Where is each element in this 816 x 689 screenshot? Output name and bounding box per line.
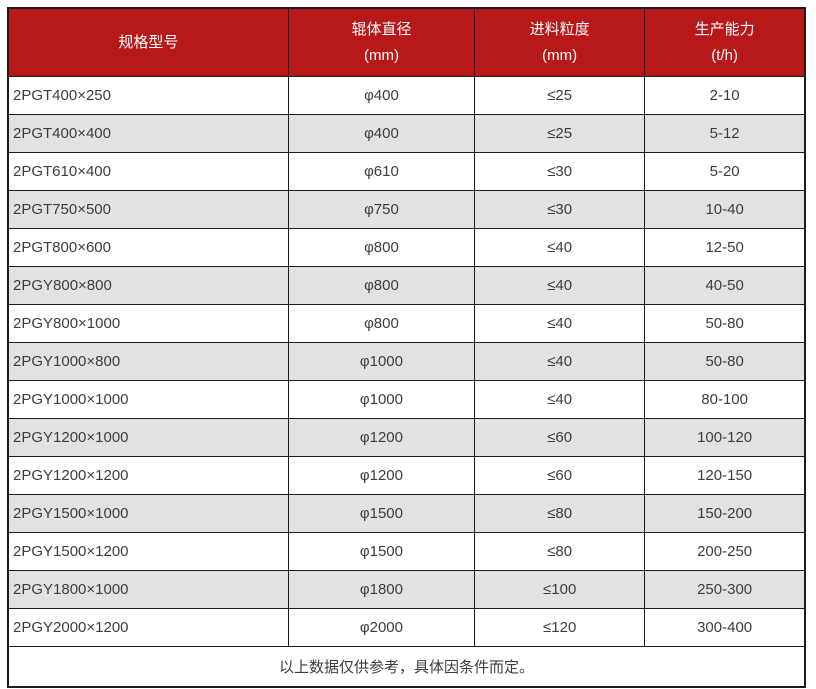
model-cell: 2PGT400×400 bbox=[7, 114, 289, 153]
model-cell: 2PGY1200×1200 bbox=[7, 456, 289, 495]
capacity-cell: 10-40 bbox=[644, 190, 806, 229]
model-cell: 2PGT750×500 bbox=[7, 190, 289, 229]
table-row: 2PGY1500×1000 φ1500 ≤80 150-200 bbox=[7, 494, 806, 533]
capacity-cell: 80-100 bbox=[644, 380, 806, 419]
roller-diameter-cell: φ800 bbox=[287, 304, 476, 343]
spec-table-body: 2PGT400×250 φ400 ≤25 2-10 2PGT400×400 φ400 ≤25… bbox=[7, 76, 806, 647]
table-row: 2PGY1000×1000 φ1000 ≤40 80-100 bbox=[7, 380, 806, 419]
table-row: 2PGY1000×800 φ1000 ≤40 50-80 bbox=[7, 342, 806, 381]
feed-size-cell: ≤60 bbox=[474, 418, 646, 457]
feed-size-cell: ≤40 bbox=[474, 342, 646, 381]
capacity-cell: 120-150 bbox=[644, 456, 806, 495]
roller-diameter-cell: φ800 bbox=[287, 228, 476, 267]
capacity-cell: 200-250 bbox=[644, 532, 806, 571]
spec-table: 规格型号 辊体直径 (mm) 进料粒度 (mm) 生产能力 (t/h) 2PGT400… bbox=[7, 7, 806, 688]
table-row: 2PGY800×1000 φ800 ≤40 50-80 bbox=[7, 304, 806, 343]
feed-size-cell: ≤25 bbox=[474, 76, 646, 115]
roller-diameter-cell: φ1000 bbox=[287, 380, 476, 419]
model-cell: 2PGY800×1000 bbox=[7, 304, 289, 343]
roller-diameter-cell: φ1800 bbox=[287, 570, 476, 609]
table-row: 2PGT610×400 φ610 ≤30 5-20 bbox=[7, 152, 806, 191]
roller-diameter-cell: φ1500 bbox=[287, 494, 476, 533]
header-capacity-unit: (t/h) bbox=[711, 46, 738, 64]
roller-diameter-cell: φ800 bbox=[287, 266, 476, 305]
model-cell: 2PGY1800×1000 bbox=[7, 570, 289, 609]
roller-diameter-cell: φ400 bbox=[287, 114, 476, 153]
table-row: 2PGY1800×1000 φ1800 ≤100 250-300 bbox=[7, 570, 806, 609]
footnote-row: 以上数据仅供参考，具体因条件而定。 bbox=[7, 646, 806, 688]
roller-diameter-cell: φ1200 bbox=[287, 456, 476, 495]
footnote-text: 以上数据仅供参考，具体因条件而定。 bbox=[7, 646, 806, 688]
table-row: 2PGY1200×1200 φ1200 ≤60 120-150 bbox=[7, 456, 806, 495]
feed-size-cell: ≤30 bbox=[474, 152, 646, 191]
header-roller-diameter: 辊体直径 (mm) bbox=[287, 7, 476, 77]
spec-table-header: 规格型号 辊体直径 (mm) 进料粒度 (mm) 生产能力 (t/h) bbox=[7, 7, 806, 77]
table-row: 2PGT400×400 φ400 ≤25 5-12 bbox=[7, 114, 806, 153]
feed-size-cell: ≤40 bbox=[474, 304, 646, 343]
roller-diameter-cell: φ2000 bbox=[287, 608, 476, 647]
capacity-cell: 2-10 bbox=[644, 76, 806, 115]
header-feed-size-unit: (mm) bbox=[542, 46, 578, 64]
model-cell: 2PGY1500×1200 bbox=[7, 532, 289, 571]
feed-size-cell: ≤80 bbox=[474, 532, 646, 571]
feed-size-cell: ≤100 bbox=[474, 570, 646, 609]
feed-size-cell: ≤30 bbox=[474, 190, 646, 229]
capacity-cell: 5-20 bbox=[644, 152, 806, 191]
roller-diameter-cell: φ750 bbox=[287, 190, 476, 229]
table-row: 2PGY800×800 φ800 ≤40 40-50 bbox=[7, 266, 806, 305]
capacity-cell: 12-50 bbox=[644, 228, 806, 267]
roller-diameter-cell: φ1200 bbox=[287, 418, 476, 457]
capacity-cell: 250-300 bbox=[644, 570, 806, 609]
header-row: 规格型号 辊体直径 (mm) 进料粒度 (mm) 生产能力 (t/h) bbox=[7, 7, 806, 77]
roller-diameter-cell: φ400 bbox=[287, 76, 476, 115]
model-cell: 2PGY1000×1000 bbox=[7, 380, 289, 419]
header-capacity-title: 生产能力 bbox=[694, 20, 755, 38]
feed-size-cell: ≤60 bbox=[474, 456, 646, 495]
model-cell: 2PGY1500×1000 bbox=[7, 494, 289, 533]
model-cell: 2PGY800×800 bbox=[7, 266, 289, 305]
feed-size-cell: ≤40 bbox=[474, 228, 646, 267]
spec-table-container: 规格型号 辊体直径 (mm) 进料粒度 (mm) 生产能力 (t/h) 2PGT400… bbox=[7, 7, 807, 688]
model-cell: 2PGT800×600 bbox=[7, 228, 289, 267]
capacity-cell: 300-400 bbox=[644, 608, 806, 647]
header-feed-size: 进料粒度 (mm) bbox=[474, 7, 646, 77]
table-row: 2PGY1500×1200 φ1500 ≤80 200-250 bbox=[7, 532, 806, 571]
table-row: 2PGT800×600 φ800 ≤40 12-50 bbox=[7, 228, 806, 267]
feed-size-cell: ≤25 bbox=[474, 114, 646, 153]
roller-diameter-cell: φ610 bbox=[287, 152, 476, 191]
table-row: 2PGY2000×1200 φ2000 ≤120 300-400 bbox=[7, 608, 806, 647]
feed-size-cell: ≤80 bbox=[474, 494, 646, 533]
table-row: 2PGT400×250 φ400 ≤25 2-10 bbox=[7, 76, 806, 115]
capacity-cell: 50-80 bbox=[644, 304, 806, 343]
capacity-cell: 150-200 bbox=[644, 494, 806, 533]
header-model-title: 规格型号 bbox=[118, 33, 179, 51]
capacity-cell: 5-12 bbox=[644, 114, 806, 153]
capacity-cell: 100-120 bbox=[644, 418, 806, 457]
header-roller-diameter-title: 辊体直径 bbox=[351, 20, 412, 38]
header-capacity: 生产能力 (t/h) bbox=[644, 7, 806, 77]
roller-diameter-cell: φ1500 bbox=[287, 532, 476, 571]
model-cell: 2PGY2000×1200 bbox=[7, 608, 289, 647]
model-cell: 2PGY1200×1000 bbox=[7, 418, 289, 457]
spec-table-footer: 以上数据仅供参考，具体因条件而定。 bbox=[7, 646, 806, 688]
model-cell: 2PGY1000×800 bbox=[7, 342, 289, 381]
header-roller-diameter-unit: (mm) bbox=[363, 46, 399, 64]
feed-size-cell: ≤120 bbox=[474, 608, 646, 647]
feed-size-cell: ≤40 bbox=[474, 266, 646, 305]
capacity-cell: 50-80 bbox=[644, 342, 806, 381]
model-cell: 2PGT400×250 bbox=[7, 76, 289, 115]
feed-size-cell: ≤40 bbox=[474, 380, 646, 419]
table-row: 2PGY1200×1000 φ1200 ≤60 100-120 bbox=[7, 418, 806, 457]
header-model: 规格型号 bbox=[7, 7, 289, 77]
header-feed-size-title: 进料粒度 bbox=[529, 20, 590, 38]
capacity-cell: 40-50 bbox=[644, 266, 806, 305]
table-row: 2PGT750×500 φ750 ≤30 10-40 bbox=[7, 190, 806, 229]
roller-diameter-cell: φ1000 bbox=[287, 342, 476, 381]
model-cell: 2PGT610×400 bbox=[7, 152, 289, 191]
